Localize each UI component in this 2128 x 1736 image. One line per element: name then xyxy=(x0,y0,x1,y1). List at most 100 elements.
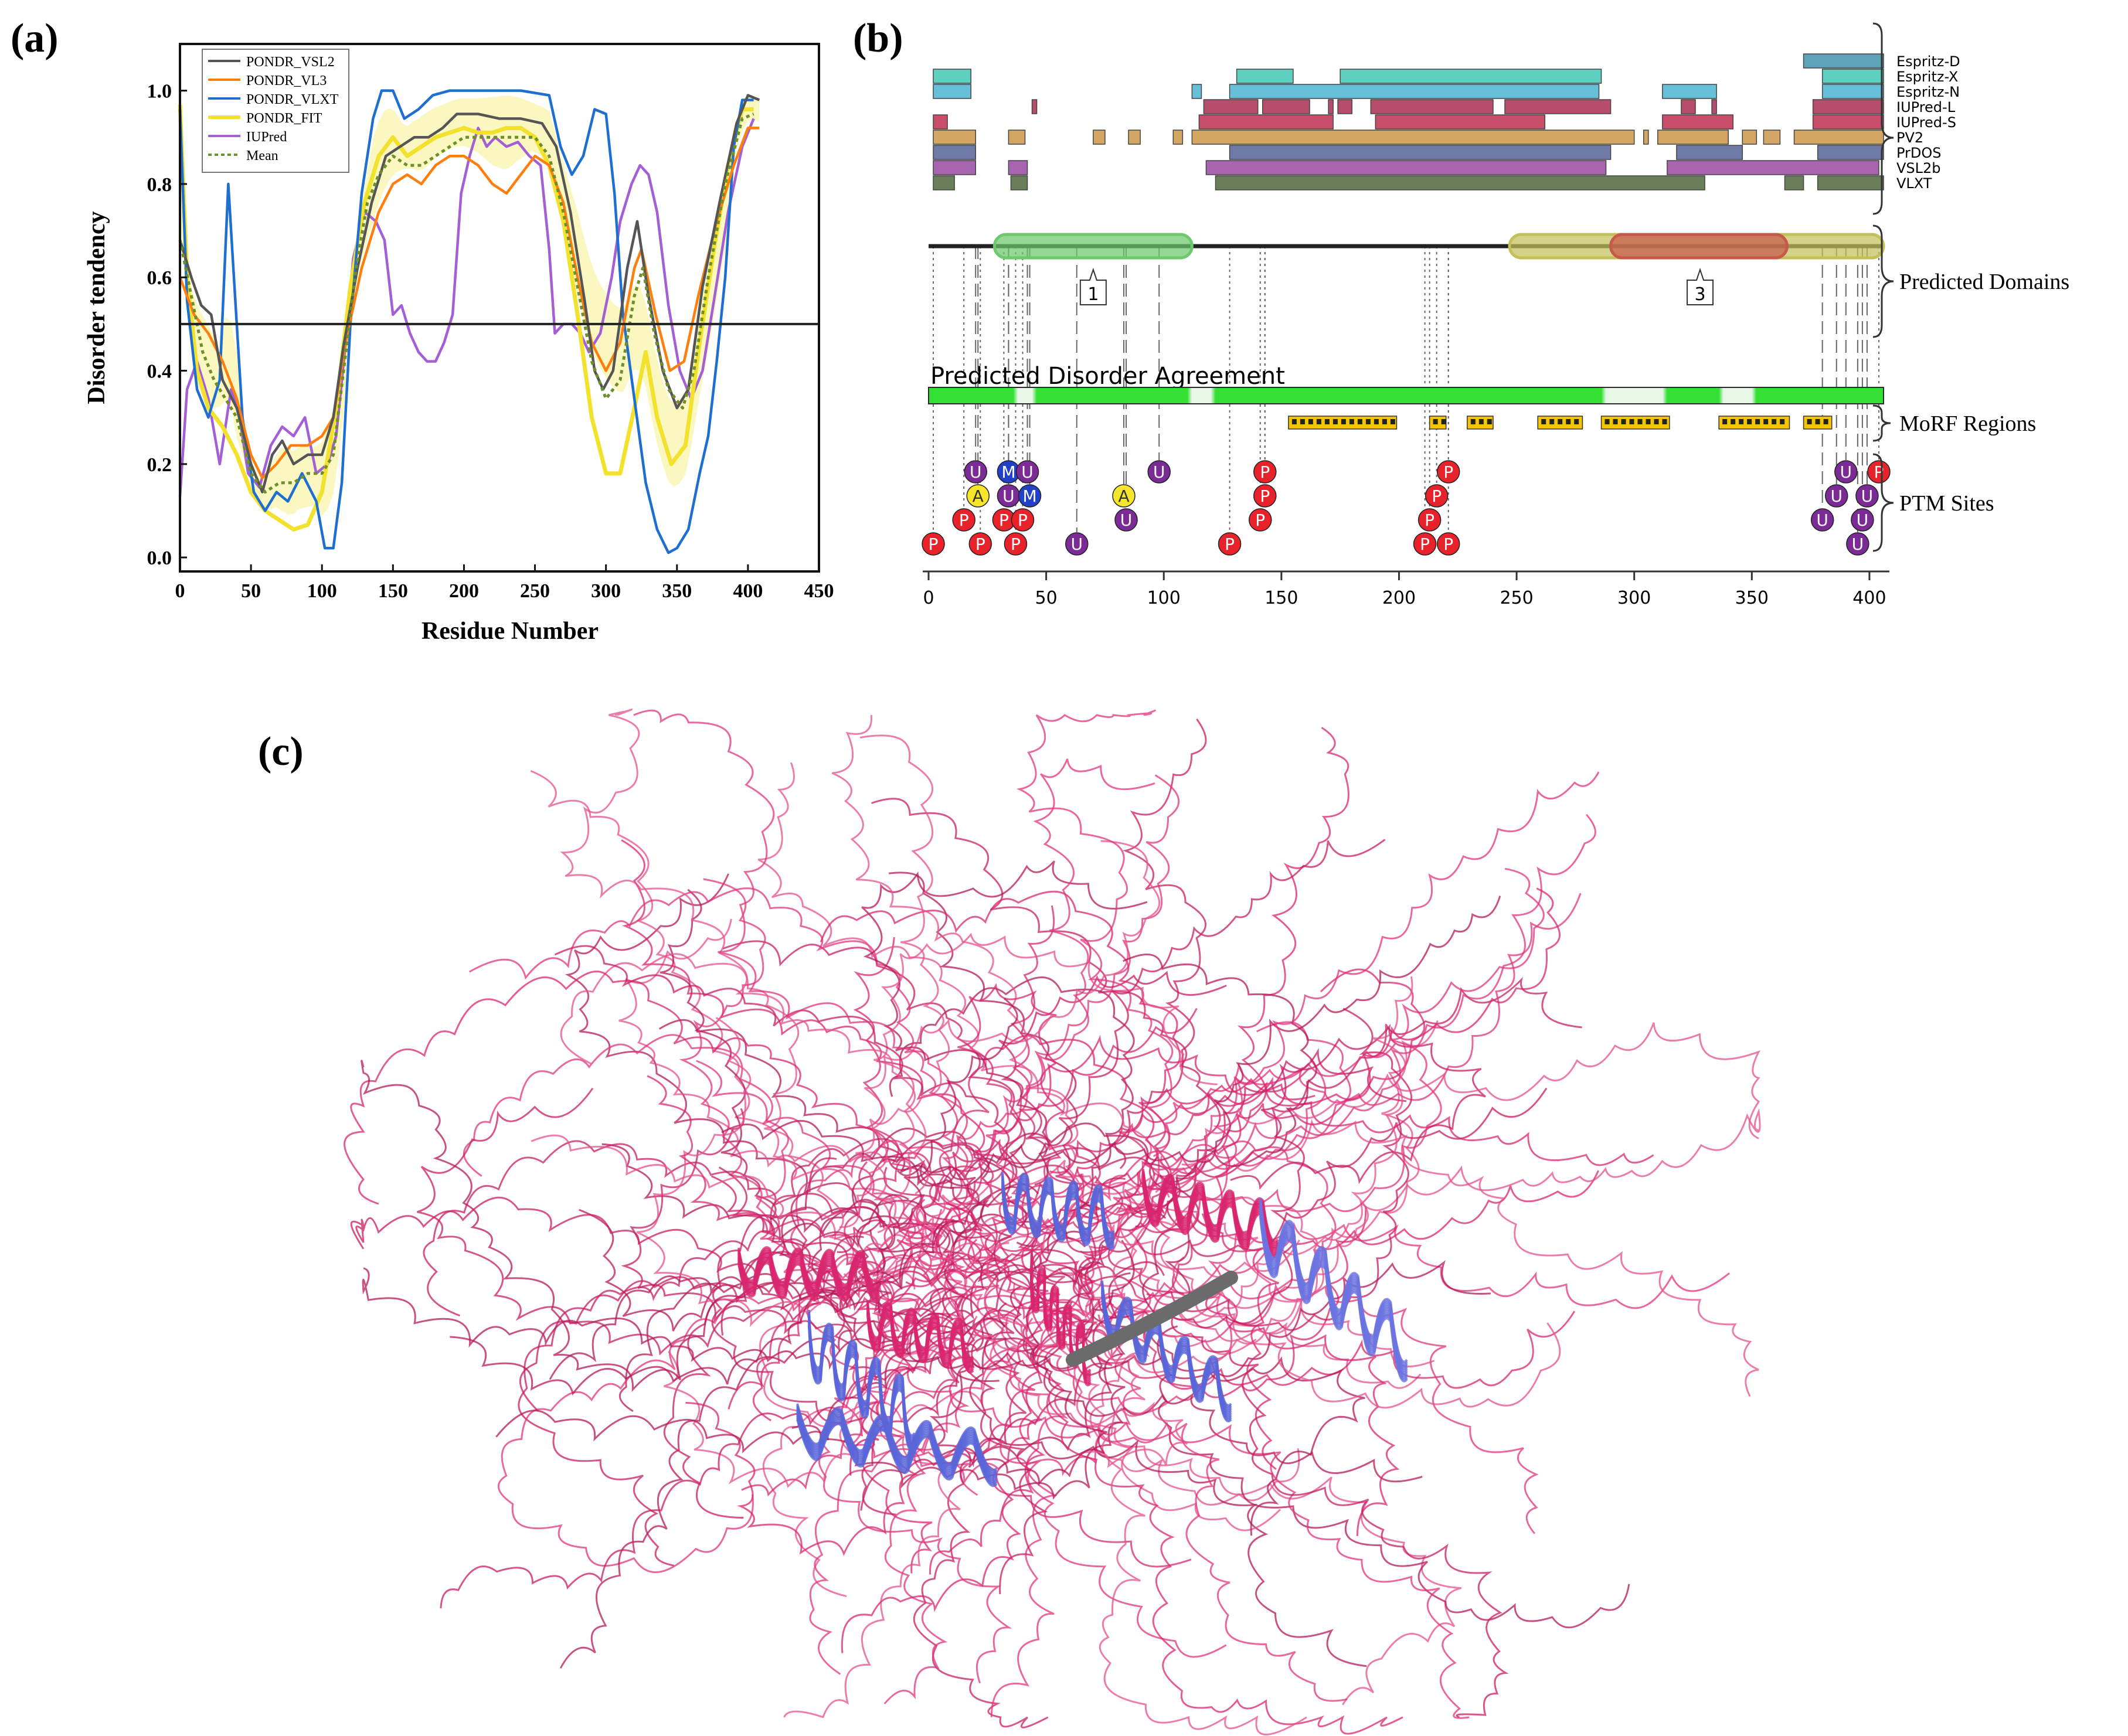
predictor-tracks xyxy=(933,53,1884,190)
plot-frame xyxy=(179,43,820,573)
ptm-site-type: P xyxy=(929,535,939,554)
x-axis-label: Residue Number xyxy=(421,618,599,645)
coil-strand xyxy=(565,873,893,1287)
x-tick-label: 50 xyxy=(241,580,261,602)
x-tick-label: 0 xyxy=(175,580,185,602)
ptm-site-type: U xyxy=(1002,486,1015,506)
coil-strand xyxy=(554,945,1018,1187)
x-tick-label: 200 xyxy=(449,580,479,602)
y-tick-label: 1.0 xyxy=(147,81,172,103)
coil-strand xyxy=(344,971,932,1205)
predictor-segment xyxy=(933,114,948,130)
axis-tick-label: 250 xyxy=(1500,588,1533,608)
morf-glyph xyxy=(1349,419,1354,424)
morf-glyph xyxy=(1654,419,1659,424)
ptm-site-type: M xyxy=(1022,486,1036,506)
axis-tick-label: 50 xyxy=(1035,588,1058,608)
morf-glyph xyxy=(1324,419,1330,424)
ptm-site-u xyxy=(1846,532,1869,556)
domain-3 xyxy=(1609,233,1789,260)
linker-segment xyxy=(1066,1271,1238,1367)
disorder-agreement-bar xyxy=(928,387,1884,404)
morf-glyph xyxy=(1739,419,1744,424)
ptm-site-type: P xyxy=(999,510,1009,530)
coil-strand xyxy=(883,1292,1061,1704)
coil-strand xyxy=(1085,1298,1307,1735)
ptm-site-type: U xyxy=(1120,510,1133,530)
ptm-site-u xyxy=(1851,508,1874,532)
predictor-segment xyxy=(1191,84,1202,99)
predictor-segment xyxy=(1643,130,1649,145)
ptm-site-type: P xyxy=(1260,486,1270,506)
helix-strand xyxy=(1030,1266,1092,1387)
coil-strand xyxy=(1123,1308,1509,1718)
helix-strand xyxy=(1142,1184,1279,1259)
coil-strand xyxy=(899,983,1065,1240)
coil-strand xyxy=(1178,1108,1761,1323)
panel-c-label: (c) xyxy=(258,729,304,774)
ptm-site-type: P xyxy=(1018,510,1028,530)
ptm-site-type: P xyxy=(1260,462,1270,482)
morf-glyph xyxy=(1566,419,1571,424)
coil-strand xyxy=(958,1237,1281,1531)
ptm-site-u xyxy=(964,460,987,484)
ptm-site-p xyxy=(968,532,992,556)
predictor-segment xyxy=(1215,175,1705,190)
axis-tick-label: 100 xyxy=(1147,588,1181,608)
series-lines xyxy=(178,89,760,554)
coil-strand xyxy=(757,762,1164,1193)
predictor-segment xyxy=(1236,69,1294,84)
morf-glyph xyxy=(1470,419,1476,424)
morf-glyph xyxy=(1433,419,1438,424)
coil-strand xyxy=(450,1183,1039,1396)
morf-glyph xyxy=(1291,419,1297,424)
coil-strand xyxy=(1171,1273,1400,1536)
predictor-segment xyxy=(1229,145,1612,160)
morf-regions-label: MoRF Regions xyxy=(1899,411,2036,436)
coil-strand xyxy=(1022,1324,1403,1735)
coil-strand xyxy=(998,971,1227,1176)
x-tick-label: 250 xyxy=(520,580,550,602)
morf-glyph xyxy=(1613,419,1618,424)
coil-strand xyxy=(831,714,1114,1250)
coil-strand xyxy=(873,932,1218,1234)
ptm-site-type: P xyxy=(975,535,985,554)
ptm-site-u xyxy=(1825,484,1848,508)
predictor-segment xyxy=(1667,160,1879,175)
coil-strand xyxy=(990,1316,1069,1718)
panel-c-structure-ensemble: (c) xyxy=(258,709,1761,1735)
x-tick-label: 150 xyxy=(378,580,408,602)
predictor-segment xyxy=(1711,99,1717,114)
panel-b-label: (b) xyxy=(853,16,903,61)
predictor-segment xyxy=(1784,175,1804,190)
morf-glyph xyxy=(1815,419,1820,424)
predictor-segment xyxy=(1817,145,1884,160)
morf-glyph xyxy=(1382,419,1387,424)
coil-strand xyxy=(601,1139,1028,1242)
ptm-site-a xyxy=(1112,484,1136,508)
predictor-segment xyxy=(1676,145,1743,160)
predictor-segment xyxy=(1370,99,1494,114)
predictor-label: VLXT xyxy=(1896,175,1932,192)
morf-glyph xyxy=(1374,419,1379,424)
predictor-segment xyxy=(1821,69,1884,84)
predictor-segment xyxy=(1817,175,1884,190)
ptm-site-u xyxy=(1834,460,1858,484)
panel-b-disorder-profile: (b) Espritz-DEspritz-XEspritz-NIUPred-LI… xyxy=(853,16,2069,608)
ptm-site-type: U xyxy=(1816,510,1828,530)
ptm-site-p xyxy=(1436,460,1460,484)
predictor-label: PV2 xyxy=(1896,130,1923,146)
ptm-site-u xyxy=(1810,508,1834,532)
predictor-segment xyxy=(1821,84,1884,99)
coil-strand xyxy=(417,1087,839,1356)
ptm-site-type: P xyxy=(959,510,969,530)
coil-strand xyxy=(947,1259,1470,1719)
ptm-site-u xyxy=(1855,484,1879,508)
coil-strand xyxy=(559,1248,878,1669)
morf-glyph xyxy=(1390,419,1395,424)
ptm-site-type: U xyxy=(1021,462,1034,482)
morf-glyph xyxy=(1478,419,1484,424)
predictor-segment xyxy=(1375,114,1545,130)
helix-strand xyxy=(866,1314,974,1374)
